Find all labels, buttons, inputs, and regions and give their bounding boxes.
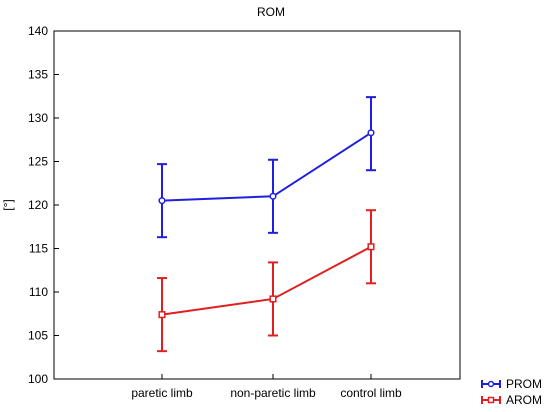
prom-line <box>161 131 372 202</box>
y-axis-label: [°] <box>1 199 15 210</box>
legend-marker <box>487 396 495 404</box>
y-tick-label: 100 <box>28 372 48 386</box>
arom-line <box>161 245 372 316</box>
x-tick-label: non-paretic limb <box>230 386 316 400</box>
y-tick-label: 105 <box>28 329 48 343</box>
x-tick-label: paretic limb <box>131 386 193 400</box>
y-axis: 100 105 110 115 120 125 130 135 140 <box>28 24 59 386</box>
chart-title: ROM <box>257 5 285 19</box>
y-tick-label: 140 <box>28 24 48 38</box>
legend: PROM AROM <box>481 377 542 407</box>
legend-label: PROM <box>506 377 542 391</box>
y-tick-label: 130 <box>28 111 48 125</box>
y-tick-label: 125 <box>28 155 48 169</box>
legend-label: AROM <box>506 393 542 407</box>
legend-marker <box>487 380 495 388</box>
series-prom <box>157 96 376 239</box>
series-layer <box>157 96 376 353</box>
y-tick-label: 120 <box>28 198 48 212</box>
legend-item-prom: PROM <box>481 377 542 391</box>
arom-point <box>269 295 277 303</box>
y-tick-label: 110 <box>29 285 48 299</box>
prom-point <box>269 192 277 200</box>
arom-point <box>367 243 375 251</box>
plot-frame <box>53 30 461 380</box>
x-tick-label: control limb <box>340 386 402 400</box>
prom-point <box>367 129 375 137</box>
prom-point <box>158 197 166 205</box>
series-arom <box>157 209 376 353</box>
arom-point <box>158 311 166 319</box>
legend-item-arom: AROM <box>481 393 542 407</box>
y-tick-label: 115 <box>29 242 48 256</box>
x-axis: paretic limb non-paretic limb control limb <box>131 374 402 400</box>
y-tick-label: 135 <box>28 68 48 82</box>
